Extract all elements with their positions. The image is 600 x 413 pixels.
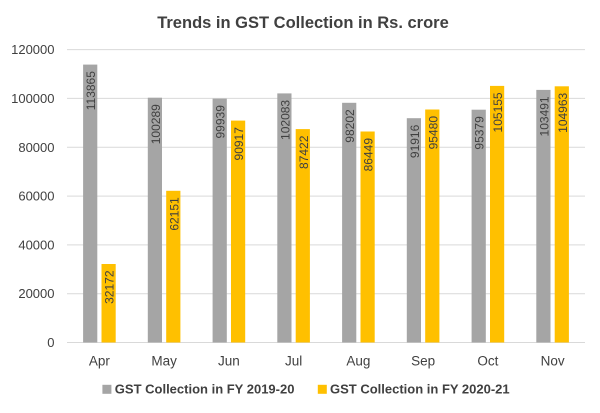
svg-text:32172: 32172 — [103, 270, 117, 304]
svg-text:100000: 100000 — [11, 91, 54, 106]
svg-text:100289: 100289 — [149, 104, 163, 144]
svg-text:80000: 80000 — [18, 140, 54, 155]
svg-text:Trends in GST Collection in Rs: Trends in GST Collection in Rs. crore — [157, 14, 449, 32]
svg-text:105155: 105155 — [491, 92, 505, 132]
svg-text:GST Collection in FY 2019-20: GST Collection in FY 2019-20 — [115, 382, 295, 397]
svg-text:0: 0 — [47, 335, 54, 350]
svg-text:95379: 95379 — [473, 116, 487, 150]
svg-text:87422: 87422 — [297, 135, 311, 169]
svg-text:Apr: Apr — [89, 354, 111, 369]
svg-text:91916: 91916 — [408, 124, 422, 158]
svg-text:99939: 99939 — [214, 105, 228, 139]
svg-text:98202: 98202 — [343, 109, 357, 143]
svg-text:Jul: Jul — [285, 354, 302, 369]
svg-text:40000: 40000 — [18, 237, 54, 252]
svg-text:120000: 120000 — [11, 42, 54, 57]
svg-text:90917: 90917 — [232, 127, 246, 161]
svg-text:102083: 102083 — [278, 100, 292, 140]
svg-text:Sep: Sep — [411, 354, 435, 369]
svg-text:86449: 86449 — [362, 138, 376, 172]
svg-text:Nov: Nov — [541, 354, 565, 369]
svg-text:60000: 60000 — [18, 189, 54, 204]
svg-text:104963: 104963 — [556, 92, 570, 132]
svg-text:20000: 20000 — [18, 286, 54, 301]
svg-text:62151: 62151 — [167, 197, 181, 231]
svg-text:103491: 103491 — [537, 96, 551, 136]
svg-text:May: May — [151, 354, 177, 369]
svg-text:Aug: Aug — [346, 354, 370, 369]
svg-text:Oct: Oct — [477, 354, 498, 369]
svg-text:GST Collection in FY 2020-21: GST Collection in FY 2020-21 — [330, 382, 510, 397]
svg-text:95480: 95480 — [426, 116, 440, 150]
svg-text:113865: 113865 — [84, 71, 98, 110]
svg-text:Jun: Jun — [218, 354, 240, 369]
